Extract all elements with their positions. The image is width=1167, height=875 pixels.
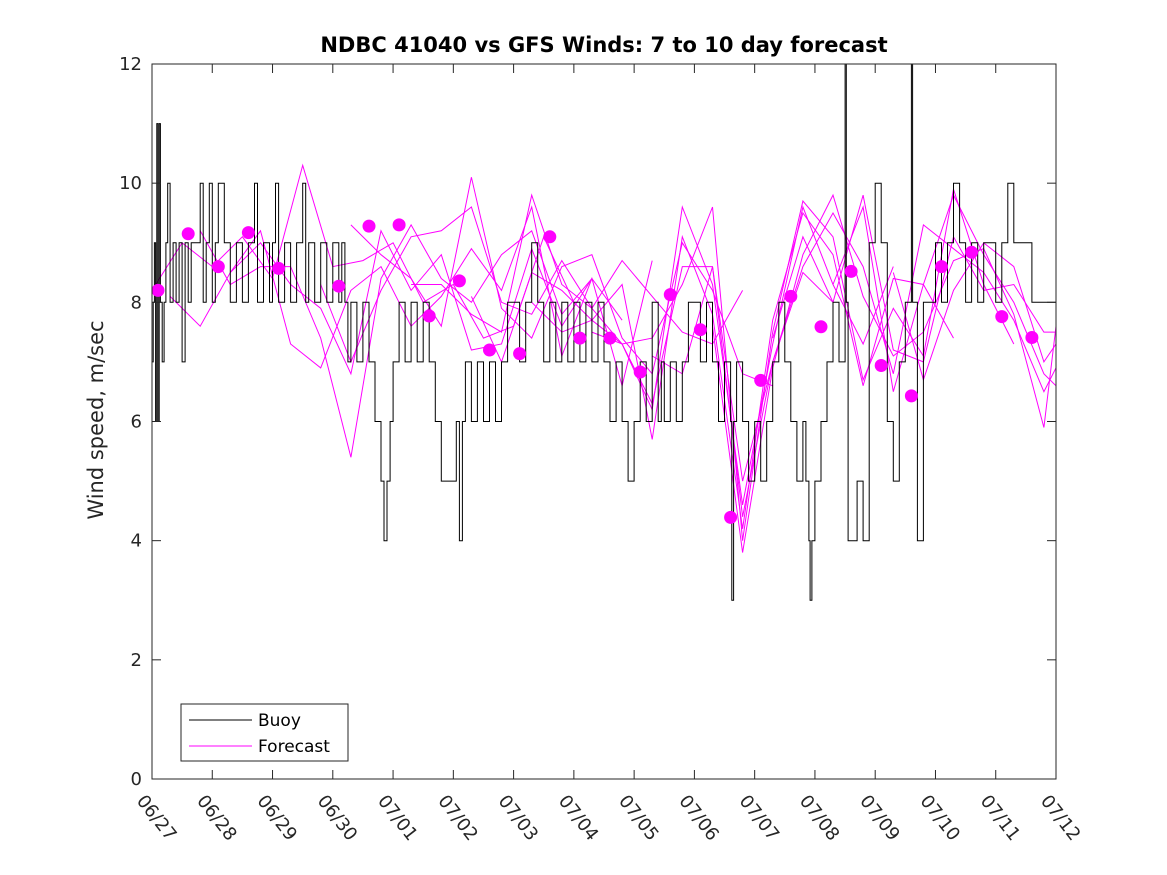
y-tick-label: 2 [131, 650, 142, 671]
forecast-marker [724, 510, 738, 524]
forecast-line [169, 229, 593, 376]
forecast-marker [965, 245, 979, 259]
forecast-line [591, 188, 1015, 541]
y-tick-label: 10 [119, 173, 142, 194]
forecast-line [651, 211, 1056, 517]
forecast-marker [784, 289, 798, 303]
forecast-line [320, 206, 744, 364]
forecast-marker [874, 359, 888, 372]
forecast-marker [151, 283, 165, 297]
forecast-marker [995, 310, 1009, 324]
forecast-line [470, 205, 894, 505]
marker-layer [151, 218, 1039, 524]
buoy-line [152, 64, 1056, 601]
forecast-marker [211, 260, 225, 274]
forecast-marker [935, 260, 948, 274]
legend-forecast-label: Forecast [258, 737, 330, 757]
legend-box [180, 703, 349, 762]
chart-title: NDBC 41040 vs GFS Winds: 7 to 10 day for… [320, 33, 887, 57]
forecast-marker [814, 320, 828, 334]
forecast-marker [483, 343, 496, 357]
forecast-marker [693, 323, 707, 337]
forecast-line [350, 177, 773, 387]
forecast-marker [573, 331, 587, 345]
forecast-marker [543, 230, 557, 244]
legend-buoy-label: Buoy [258, 711, 301, 731]
forecast-marker [422, 309, 436, 323]
forecast-marker [663, 288, 677, 302]
forecast-marker [904, 389, 918, 403]
forecast-marker [272, 261, 286, 275]
forecast-marker [241, 226, 255, 240]
forecast-marker [181, 227, 195, 241]
forecast-marker [754, 373, 768, 387]
forecast-marker [392, 218, 406, 232]
series-layer [152, 64, 1056, 601]
forecast-line [531, 211, 954, 529]
forecast-marker [452, 274, 466, 288]
y-tick-label: 8 [131, 292, 142, 313]
forecast-marker [332, 279, 346, 293]
y-tick-label: 4 [131, 531, 142, 552]
forecast-marker [362, 219, 376, 233]
forecast-line [152, 163, 575, 339]
y-tick-label: 6 [131, 412, 142, 433]
y-axis-label: Wind speed, m/sec [84, 320, 108, 519]
forecast-line [229, 205, 653, 388]
forecast-marker [603, 331, 617, 345]
y-tick-label: 0 [131, 769, 142, 790]
forecast-marker [513, 347, 527, 361]
legend: Buoy Forecast [180, 703, 349, 762]
forecast-marker [633, 365, 647, 379]
y-tick-label: 12 [119, 54, 142, 75]
forecast-marker [1025, 331, 1039, 344]
forecast-marker [844, 264, 858, 278]
